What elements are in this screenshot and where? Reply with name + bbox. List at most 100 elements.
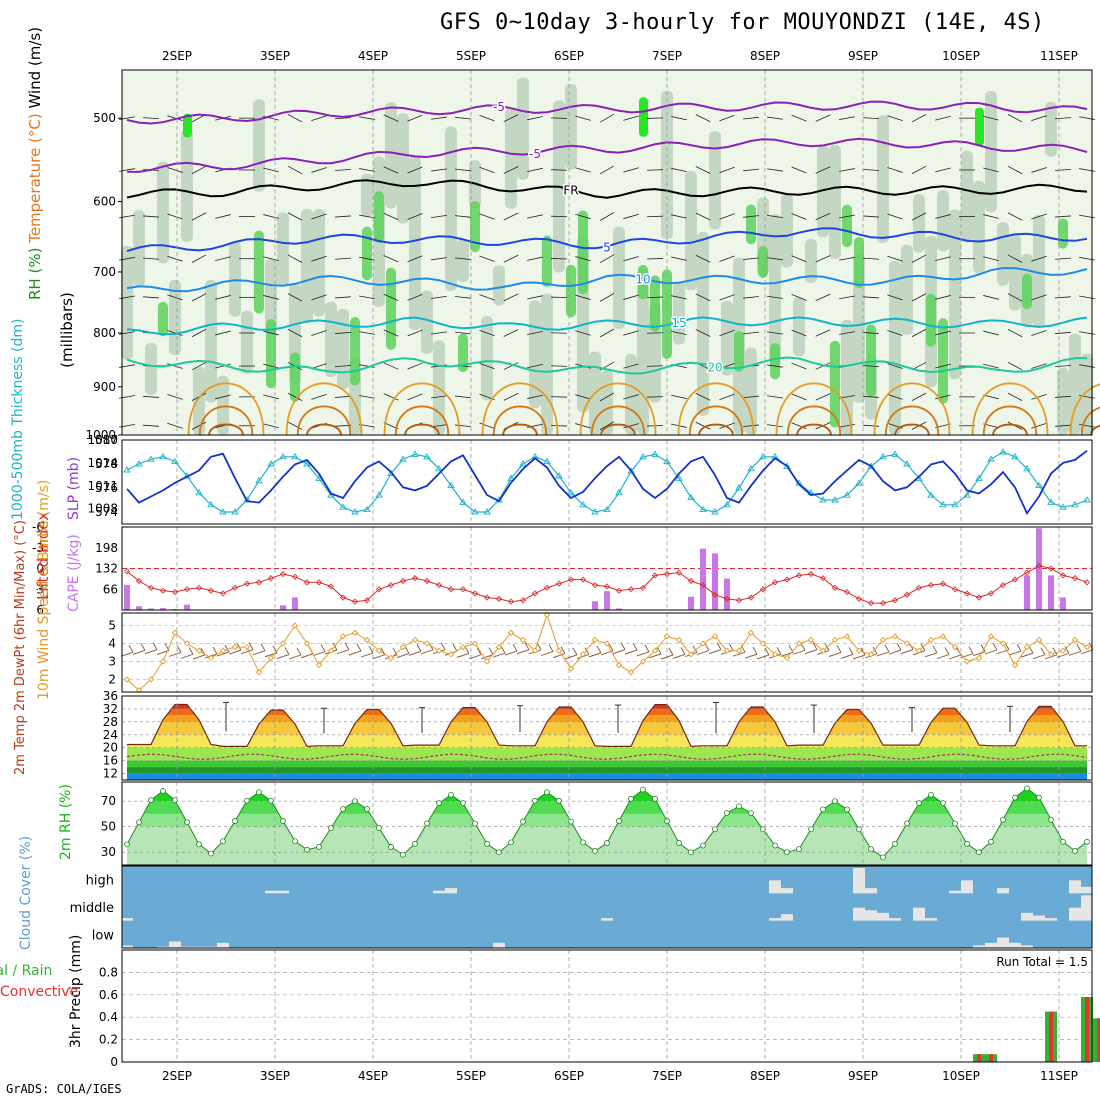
surface-barb (216, 651, 230, 657)
rh-blob (457, 238, 469, 282)
li-point (627, 586, 635, 593)
li-point (1035, 562, 1043, 569)
wind-barb (167, 422, 183, 429)
li-point (807, 570, 815, 578)
warm-lobe (198, 405, 254, 436)
wind-barb (142, 296, 160, 299)
surface-barb (132, 649, 146, 655)
li-tick-label: 6 (36, 603, 44, 617)
li-point (351, 598, 359, 605)
thickness-point (231, 508, 239, 515)
li-point (687, 577, 695, 585)
thickness-point (351, 508, 359, 515)
wind-barb (599, 165, 615, 175)
wind-barb (1007, 254, 1023, 263)
wind-barb (407, 329, 423, 337)
wind-barb (455, 395, 471, 399)
thickness-tick-label: 578 (95, 457, 118, 471)
wind-barb (646, 296, 664, 299)
rh-blob (721, 300, 733, 376)
rh-blob (421, 290, 433, 354)
rh-blob (145, 343, 157, 395)
wind-barb (935, 394, 951, 400)
surface-barb-flag (704, 643, 710, 651)
wind-barb (334, 215, 352, 218)
wind-barb (623, 167, 639, 173)
wind-barb (479, 422, 495, 429)
wind-barb (455, 424, 471, 427)
cape-bar (160, 608, 166, 610)
rh-point (1048, 816, 1054, 823)
cape-bar (280, 605, 286, 610)
wind-barb (575, 423, 591, 429)
wind-barb (1007, 293, 1023, 302)
thickness-point (879, 452, 887, 460)
page-title: GFS 0~10day 3-hourly for MOUYONDZI (14E,… (440, 10, 1045, 35)
wind-barb (287, 328, 303, 338)
rh-point (1084, 838, 1090, 845)
wind-speed-point (483, 658, 491, 665)
rh-moist-blob (458, 333, 468, 373)
wind-tick-label: 4 (108, 637, 116, 651)
rh-blob (973, 180, 985, 274)
wind-barb (599, 293, 615, 302)
wind-speed-point (435, 647, 443, 654)
cloud-gap-bar (277, 890, 289, 894)
rh-blob (709, 131, 721, 230)
surface-barb (696, 650, 710, 656)
surface-barb (420, 649, 434, 655)
rh-blob (265, 258, 277, 335)
rh-blob (913, 194, 925, 253)
precip-ylabel: 3hr Precip (mm) (68, 935, 84, 1048)
thickness-point (1035, 481, 1043, 489)
wind-barb (839, 423, 855, 428)
surface-barb (228, 649, 242, 655)
wind-speed-point (495, 643, 503, 651)
wind-barb (719, 255, 735, 262)
rh-point (268, 797, 274, 804)
li-tick-label: 0 (36, 562, 44, 576)
wind-barb (479, 115, 495, 122)
wind-speed-point (519, 636, 527, 644)
wind-barb (935, 295, 951, 300)
wind-barb (1031, 167, 1047, 173)
wind-barb (550, 117, 568, 119)
surface-barb (624, 649, 638, 655)
thickness-point (735, 484, 743, 491)
lifted-index-line (126, 565, 1088, 604)
warm-lobe (306, 423, 342, 436)
rh-moist-blob (830, 340, 840, 428)
thickness-point (699, 505, 707, 513)
surface-barb-flag (548, 644, 554, 652)
cape-bar (700, 548, 706, 610)
rh-point (148, 797, 154, 804)
wind-barb (815, 212, 831, 221)
wind-speed-point (507, 629, 515, 636)
wind-barb (983, 256, 999, 262)
cloud-gap-bar (121, 945, 133, 948)
thickness-point (207, 500, 215, 508)
wind-barb (815, 329, 831, 337)
li-point (483, 594, 491, 601)
wind-barb (503, 166, 519, 174)
wind-speed-point (903, 640, 911, 647)
thickness-point (159, 452, 167, 460)
wind-speed-point (159, 658, 167, 665)
precip-frame (121, 949, 1093, 1063)
rh-point (1072, 848, 1078, 854)
wind-gridlines (176, 613, 1060, 692)
surface-barb (744, 653, 758, 659)
rh-blob (781, 193, 793, 268)
thickness-point (927, 491, 935, 498)
temp-frame (121, 695, 1093, 781)
precip-convective-bar (1085, 997, 1089, 1062)
rh-blob (241, 310, 253, 374)
warm-lobe (187, 382, 265, 436)
slp-line (126, 449, 1088, 516)
wind-barb (407, 255, 423, 263)
thickness-line (126, 451, 1088, 513)
rh-blob (1069, 333, 1081, 435)
surface-barb (1080, 649, 1094, 655)
wind-speed-point (783, 654, 791, 662)
wind-barb (1007, 114, 1023, 123)
